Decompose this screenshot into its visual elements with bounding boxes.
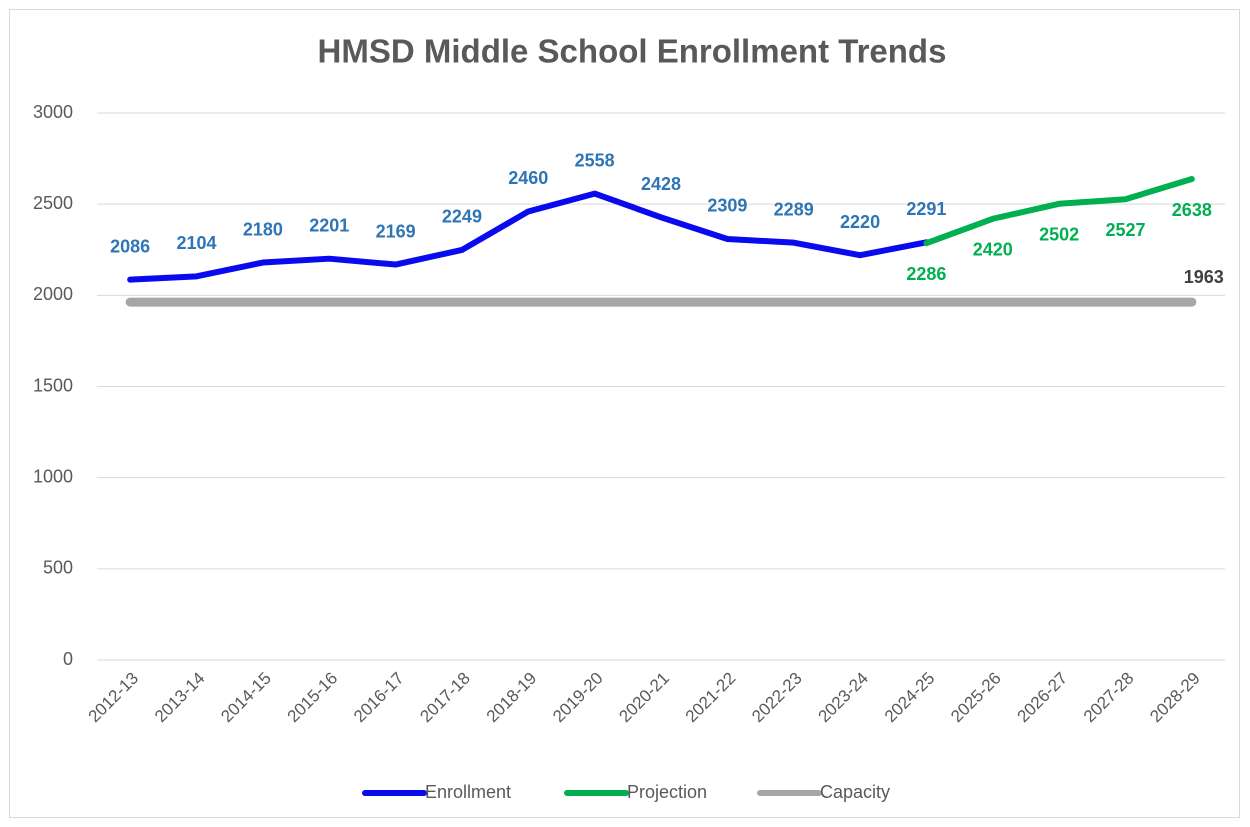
legend-label: Projection <box>627 782 707 802</box>
data-label: 2289 <box>774 199 814 219</box>
data-label: 2558 <box>575 150 615 170</box>
data-label: 2086 <box>110 236 150 256</box>
data-label: 2420 <box>973 240 1013 260</box>
y-tick-label: 2500 <box>33 193 73 213</box>
data-label: 2286 <box>906 264 946 284</box>
data-label: 2180 <box>243 219 283 239</box>
data-label: 1963 <box>1184 267 1224 287</box>
data-label: 2201 <box>309 215 349 235</box>
legend-label: Capacity <box>820 782 890 802</box>
data-label: 2460 <box>508 168 548 188</box>
data-label: 2428 <box>641 174 681 194</box>
y-tick-label: 2000 <box>33 284 73 304</box>
y-tick-label: 1500 <box>33 375 73 395</box>
data-label: 2291 <box>906 199 946 219</box>
data-label: 2502 <box>1039 225 1079 245</box>
series-line <box>923 176 1195 247</box>
chart-border <box>9 9 1240 818</box>
data-label: 2169 <box>376 221 416 241</box>
y-tick-label: 3000 <box>33 102 73 122</box>
y-tick-label: 0 <box>63 649 73 669</box>
data-label: 2249 <box>442 207 482 227</box>
legend-label: Enrollment <box>425 782 511 802</box>
y-tick-label: 500 <box>43 558 73 578</box>
data-label: 2220 <box>840 212 880 232</box>
series-line <box>127 190 930 283</box>
data-label: 2527 <box>1105 220 1145 240</box>
data-label: 2309 <box>707 196 747 216</box>
data-label: 2104 <box>177 233 217 253</box>
data-label: 2638 <box>1172 200 1212 220</box>
y-tick-label: 1000 <box>33 466 73 486</box>
chart-title: HMSD Middle School Enrollment Trends <box>318 33 947 70</box>
